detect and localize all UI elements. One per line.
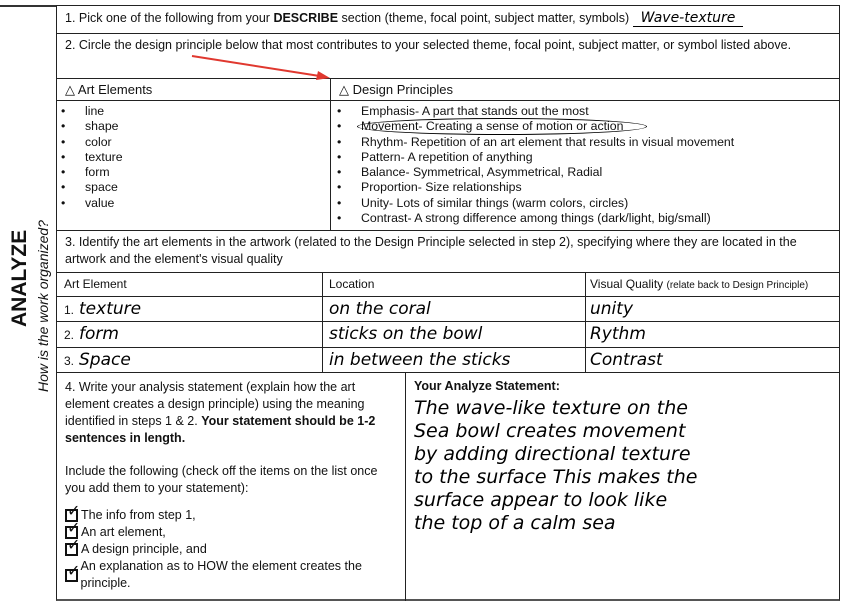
design-principle-item: Balance- Symmetrical, Asymmetrical, Radi… (333, 165, 734, 181)
art-elements-header: △ Art Elements (57, 79, 331, 100)
table-row: 2. form sticks on the bowl Rythm (57, 322, 839, 348)
step4-text: 4. Write your analysis statement (explai… (65, 380, 365, 428)
design-principle-item: Rhythm- Repetition of an art element tha… (333, 135, 734, 151)
table-row: 1. texture on the coral unity (57, 297, 839, 323)
list-header-row: △ Art Elements △ Design Principles (57, 79, 839, 101)
design-principles-header: △ Design Principles (339, 82, 454, 97)
quality-value: Rythm (590, 324, 646, 345)
statement-line: the top of a calm sea (414, 512, 616, 534)
quality-note: (relate back to Design Principle) (666, 280, 809, 291)
step1-suffix: section (theme, focal point, subject mat… (338, 11, 630, 25)
statement-line: Sea bowl creates movement (414, 420, 686, 442)
design-principle-item: Contrast- A strong difference among thin… (333, 211, 734, 227)
art-element-item: space (57, 180, 330, 196)
art-element-item: value (57, 196, 330, 212)
circle-annotation (357, 118, 647, 135)
element-value: Space (79, 349, 131, 370)
checklist-label: The info from step 1, (81, 508, 196, 522)
statement: Your Analyze Statement: The wave-like te… (414, 379, 697, 535)
cell-location[interactable]: in between the sticks (323, 347, 586, 372)
quality-value: unity (590, 299, 633, 319)
art-element-item: color (57, 135, 330, 151)
statement-line: The wave-like texture on the (414, 397, 688, 419)
row-number: 2. (64, 328, 75, 343)
cell-quality[interactable]: Contrast (590, 350, 663, 370)
cell-element[interactable]: 3. Space (57, 347, 323, 372)
cell-element[interactable]: 2. form (57, 322, 323, 347)
step3: 3. Identify the art elements in the artw… (57, 231, 839, 273)
checklist-label: A design principle, and (81, 542, 207, 556)
cell-quality[interactable]: Rythm (590, 324, 646, 344)
checklist-item[interactable]: The info from step 1, (65, 503, 397, 524)
header-location: Location (323, 273, 586, 296)
design-principle-item: Pattern- A repetition of anything (333, 150, 734, 166)
cell-element[interactable]: 1. texture (57, 297, 323, 322)
step4: 4. Write your analysis statement (explai… (57, 373, 406, 601)
art-element-item: shape (57, 119, 330, 135)
location-value: on the coral (329, 299, 431, 319)
checklist-label: An art element, (81, 525, 166, 539)
statement-line: by adding directional texture (414, 443, 691, 465)
side-label: ANALYZE How is the work organized? (0, 5, 57, 600)
step1: 1. Pick one of the following from your D… (57, 6, 839, 34)
checklist-item[interactable]: An explanation as to HOW the element cre… (65, 558, 397, 592)
design-principle-item: Unity- Lots of similar things (warm colo… (333, 196, 734, 212)
element-value: form (79, 324, 119, 345)
art-element-item: line (57, 104, 330, 120)
cell-location[interactable]: sticks on the bowl (323, 322, 586, 347)
lists-row: lineshapecolortextureformspacevalue Emph… (57, 101, 839, 231)
checklist-item[interactable]: An art element, (65, 520, 397, 541)
statement-line: to the surface This makes the (414, 466, 698, 488)
location-value: sticks on the bowl (329, 324, 483, 345)
design-principle-item: Proportion- Size relationships (333, 180, 734, 196)
checklist-item[interactable]: A design principle, and (65, 537, 397, 558)
checklist-label: An explanation as to HOW the element cre… (80, 559, 362, 590)
design-principle-item: Emphasis- A part that stands out the mos… (333, 104, 734, 120)
art-elements-list: lineshapecolortextureformspacevalue (57, 101, 331, 230)
statement-label: Your Analyze Statement: (414, 379, 560, 393)
checkbox-checked-icon[interactable] (65, 563, 80, 582)
row-number: 1. (64, 303, 75, 317)
cell-quality[interactable]: unity (590, 299, 633, 319)
worksheet: 1. Pick one of the following from your D… (56, 5, 840, 601)
cell-location[interactable]: on the coral (323, 297, 586, 322)
checkbox-checked-icon[interactable] (65, 537, 80, 556)
table-row: 3. Space in between the sticks Contrast (57, 347, 839, 373)
step1-answer[interactable]: Wave-texture (632, 10, 744, 27)
element-value: texture (79, 299, 142, 319)
header-art-element: Art Element (57, 273, 323, 296)
quality-value: Contrast (590, 349, 663, 370)
location-value: in between the sticks (329, 349, 511, 370)
statement-line: surface appear to look like (414, 489, 668, 511)
table-header: Art Element Location Visual Quality (rel… (57, 273, 839, 297)
row-number: 3. (64, 353, 75, 368)
step4-include: Include the following (check off the ite… (65, 464, 378, 495)
header-visual-quality: Visual Quality (590, 277, 664, 291)
step1-text: 1. Pick one of the following from your (65, 11, 274, 25)
art-element-item: texture (57, 150, 330, 166)
step1-bold: DESCRIBE (273, 11, 339, 25)
step4-bold: Your statement should be 1-2 sentences i… (65, 414, 376, 445)
art-element-item: form (57, 165, 330, 181)
step2: 2. Circle the design principle below tha… (57, 34, 839, 79)
